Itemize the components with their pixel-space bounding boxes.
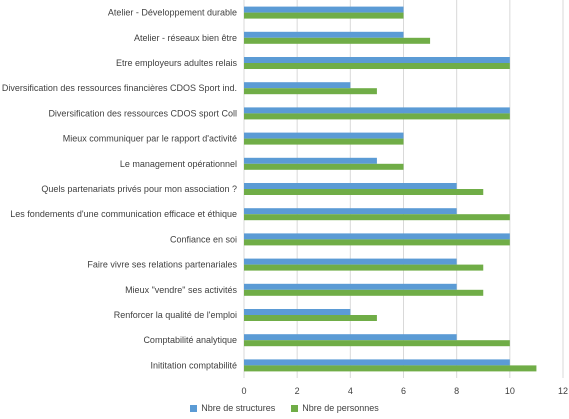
legend: Nbre de structures Nbre de personnes xyxy=(0,403,569,413)
bar-structures-7 xyxy=(244,183,457,189)
bar-personnes-13 xyxy=(244,340,510,347)
x-tick-label: 4 xyxy=(348,386,353,396)
x-tick-label: 12 xyxy=(558,386,568,396)
category-label: Quels partenariats privés pour mon assoc… xyxy=(41,184,237,194)
bar-structures-9 xyxy=(244,233,510,240)
legend-item-structures: Nbre de structures xyxy=(190,403,275,413)
legend-swatch-structures xyxy=(190,404,198,412)
x-tick-label: 8 xyxy=(454,386,459,396)
bar-personnes-1 xyxy=(244,37,431,44)
bar-structures-4 xyxy=(244,107,510,114)
category-label: Les fondements d'une communication effic… xyxy=(10,209,237,219)
category-label: Etre employeurs adultes relais xyxy=(116,58,238,68)
x-tick-label: 0 xyxy=(241,386,246,396)
bar-personnes-10 xyxy=(244,264,484,271)
category-label: Mieux communiquer par le rapport d'activ… xyxy=(63,134,237,144)
bars xyxy=(244,6,537,372)
category-label: Diversification des ressources CDOS spor… xyxy=(48,108,237,118)
bar-personnes-8 xyxy=(244,214,510,221)
bar-personnes-14 xyxy=(244,365,537,372)
bar-structures-6 xyxy=(244,157,377,164)
x-tick-label: 2 xyxy=(295,386,300,396)
category-label: Atelier - Développement durable xyxy=(108,8,237,18)
legend-swatch-personnes xyxy=(291,404,299,412)
bar-structures-13 xyxy=(244,334,457,341)
legend-label-personnes: Nbre de personnes xyxy=(302,403,379,413)
x-tick-label: 6 xyxy=(401,386,406,396)
bar-personnes-9 xyxy=(244,239,510,246)
bar-personnes-0 xyxy=(244,12,404,19)
bar-personnes-6 xyxy=(244,163,404,170)
category-label: Diversification des ressources financièr… xyxy=(2,83,237,93)
bar-structures-5 xyxy=(244,132,404,139)
category-label: Inititation comptabilité xyxy=(150,360,237,370)
category-label: Atelier - réseaux bien être xyxy=(134,33,237,43)
bar-personnes-4 xyxy=(244,113,510,120)
bar-personnes-2 xyxy=(244,63,510,69)
bar-structures-8 xyxy=(244,208,457,215)
category-label: Confiance en soi xyxy=(170,234,237,244)
bar-personnes-3 xyxy=(244,88,377,95)
x-tick-labels: 0 2 4 6 8 10 12 xyxy=(241,386,568,396)
bar-personnes-11 xyxy=(244,289,484,296)
category-labels: Atelier - Développement durable Atelier -… xyxy=(2,8,238,371)
bar-structures-14 xyxy=(244,359,510,366)
bar-structures-1 xyxy=(244,31,404,38)
category-label: Faire vivre ses relations partenariales xyxy=(87,260,237,270)
bar-structures-3 xyxy=(244,82,351,89)
bar-personnes-5 xyxy=(244,138,404,145)
legend-item-personnes: Nbre de personnes xyxy=(291,403,379,413)
bar-personnes-7 xyxy=(244,189,484,195)
category-label: Mieux "vendre" ses activités xyxy=(125,285,237,295)
legend-label-structures: Nbre de structures xyxy=(201,403,276,413)
bar-structures-10 xyxy=(244,258,457,265)
bar-personnes-12 xyxy=(244,315,377,321)
category-label: Comptabilité analytique xyxy=(143,335,237,345)
bar-structures-2 xyxy=(244,57,510,63)
x-tick-label: 10 xyxy=(505,386,515,396)
bar-structures-11 xyxy=(244,283,457,290)
bar-structures-0 xyxy=(244,6,404,13)
bar-structures-12 xyxy=(244,309,351,315)
category-label: Le management opérationnel xyxy=(120,159,237,169)
category-label: Renforcer la qualité de l'emploi xyxy=(114,310,237,320)
